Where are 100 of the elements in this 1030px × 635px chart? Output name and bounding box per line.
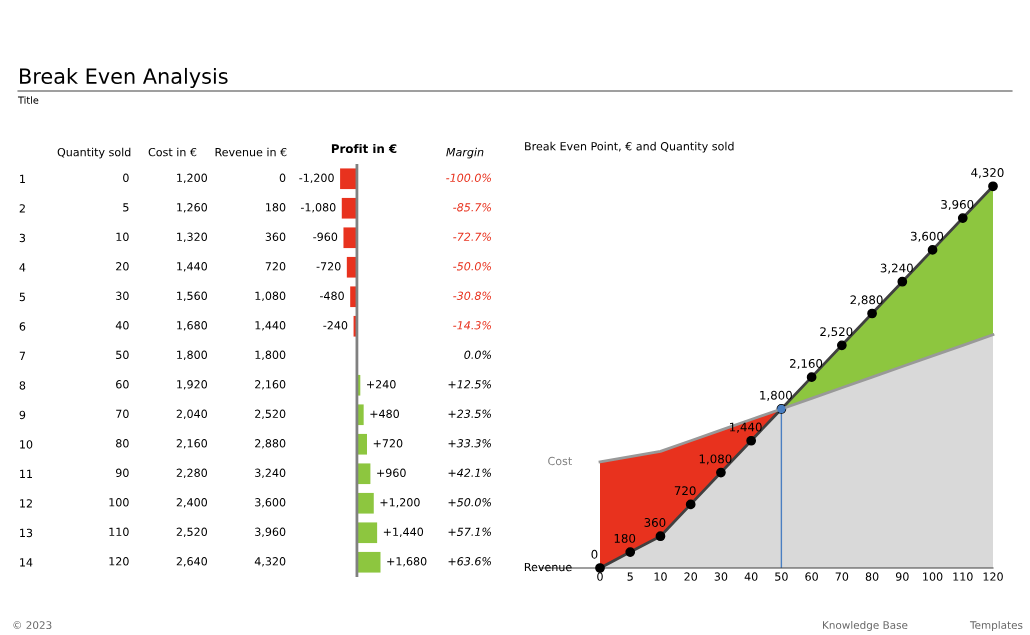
data-label: 2,160 [176, 439, 208, 449]
x-tick-label: Margin [446, 147, 484, 159]
data-label: -50.0% [453, 262, 491, 271]
data-label: -100.0% [446, 173, 491, 182]
x-tick-label: 90 [895, 572, 909, 581]
data-label: +33.3% [448, 439, 491, 448]
x-tick-label: 10 [654, 572, 667, 581]
data-label: 1,800 [255, 350, 286, 361]
x-tick-label: 70 [835, 572, 849, 581]
data-label: 4,320 [971, 168, 1004, 179]
text: Knowledge Base [823, 620, 908, 632]
data-label: 180 [266, 203, 286, 212]
data-label: 0 [591, 549, 598, 559]
data-label: +480 [370, 409, 399, 418]
data-label: 1,080 [255, 291, 286, 302]
data-label: -85.7% [453, 203, 491, 212]
chart-title: Break Even Point, € and Quantity sold [525, 141, 734, 153]
data-label: -1,080 [300, 203, 336, 213]
data-label: +63.6% [448, 557, 491, 566]
data-label: +240 [367, 380, 396, 389]
data-label: -960 [313, 232, 338, 241]
data-label: 5 [123, 203, 129, 212]
data-label: 2,280 [176, 468, 208, 479]
x-tick-label: 5 [627, 572, 633, 581]
data-label: 0 [123, 173, 129, 182]
data-label: 180 [614, 533, 636, 543]
data-label: 3,600 [255, 498, 286, 508]
data-label: 2,160 [790, 358, 823, 370]
data-label: -72.7% [453, 232, 491, 241]
data-label: 0 [279, 173, 286, 182]
data-label: +960 [377, 468, 406, 477]
data-label: 720 [265, 262, 286, 271]
data-label: 2,040 [176, 409, 208, 420]
y-tick-label: 13 [20, 528, 33, 538]
data-label: +50.0% [448, 498, 491, 507]
data-label: +1,680 [387, 557, 427, 567]
y-tick-label: 2 [19, 204, 25, 213]
text: © 2023 [13, 621, 52, 630]
data-label: 40 [115, 321, 129, 330]
data-label: -480 [319, 291, 344, 300]
data-label: -240 [323, 321, 348, 330]
data-label: -1,200 [299, 173, 334, 184]
y-tick-label: 10 [20, 440, 33, 449]
y-tick-label: 12 [20, 499, 32, 508]
text: Cost [548, 456, 572, 466]
x-tick-label: 0 [597, 572, 603, 581]
y-tick-label: 8 [19, 381, 26, 390]
data-label: 2,520 [255, 409, 286, 420]
x-tick-label: 120 [983, 572, 1003, 581]
y-tick-label: 7 [19, 351, 26, 360]
data-label: 1,440 [255, 321, 286, 331]
data-label: -14.3% [453, 321, 491, 330]
x-tick-label: 40 [744, 572, 758, 581]
data-label: 50 [116, 350, 129, 359]
x-tick-label: Cost in € [148, 147, 197, 157]
data-label: 10 [116, 232, 129, 241]
data-label: 3,600 [910, 231, 944, 242]
data-label: 2,160 [255, 380, 286, 390]
data-label: 1,800 [177, 350, 208, 361]
data-label: 1,440 [177, 262, 208, 272]
data-label: +23.5% [448, 409, 491, 418]
data-label: 720 [674, 486, 696, 496]
text: Revenue [524, 562, 572, 572]
data-label: 1,800 [760, 390, 792, 401]
data-label: 1,320 [177, 232, 208, 243]
data-label: 3,240 [880, 263, 913, 274]
x-tick-label: 20 [684, 572, 698, 581]
data-label: 1,440 [730, 422, 762, 433]
data-label: 70 [116, 409, 129, 418]
x-tick-label: 80 [865, 572, 879, 581]
x-tick-label: 60 [805, 572, 818, 581]
data-label: 2,880 [850, 295, 883, 306]
y-tick-label: 5 [19, 292, 25, 302]
data-label: 3,960 [255, 527, 286, 538]
chart-title: Profit in € [331, 143, 397, 154]
data-label: 2,520 [176, 527, 208, 538]
data-label: 120 [109, 557, 129, 566]
y-tick-label: 4 [19, 263, 26, 272]
data-label: +42.1% [448, 468, 491, 477]
data-label: 2,400 [176, 498, 208, 508]
y-tick-label: 3 [19, 233, 26, 243]
data-label: 1,200 [177, 173, 208, 184]
y-tick-label: 11 [20, 469, 32, 478]
y-tick-label: 9 [19, 410, 26, 420]
data-label: 1,260 [177, 203, 208, 213]
data-label: 60 [116, 380, 129, 389]
data-label: +720 [373, 439, 403, 448]
data-label: 3,960 [941, 199, 974, 211]
y-tick-label: 6 [19, 322, 26, 331]
data-label: 2,520 [820, 327, 853, 338]
data-label: +12.5% [448, 380, 491, 389]
data-label: 30 [116, 291, 129, 300]
data-label: 1,080 [699, 454, 732, 465]
data-label: -30.8% [453, 291, 491, 300]
data-label: -720 [316, 262, 341, 271]
data-label: 1,560 [177, 291, 208, 302]
text: Templates [969, 620, 1023, 632]
data-label: 100 [109, 498, 129, 507]
text: Break Even Analysis [20, 67, 228, 89]
data-label: +57.1% [448, 527, 491, 536]
